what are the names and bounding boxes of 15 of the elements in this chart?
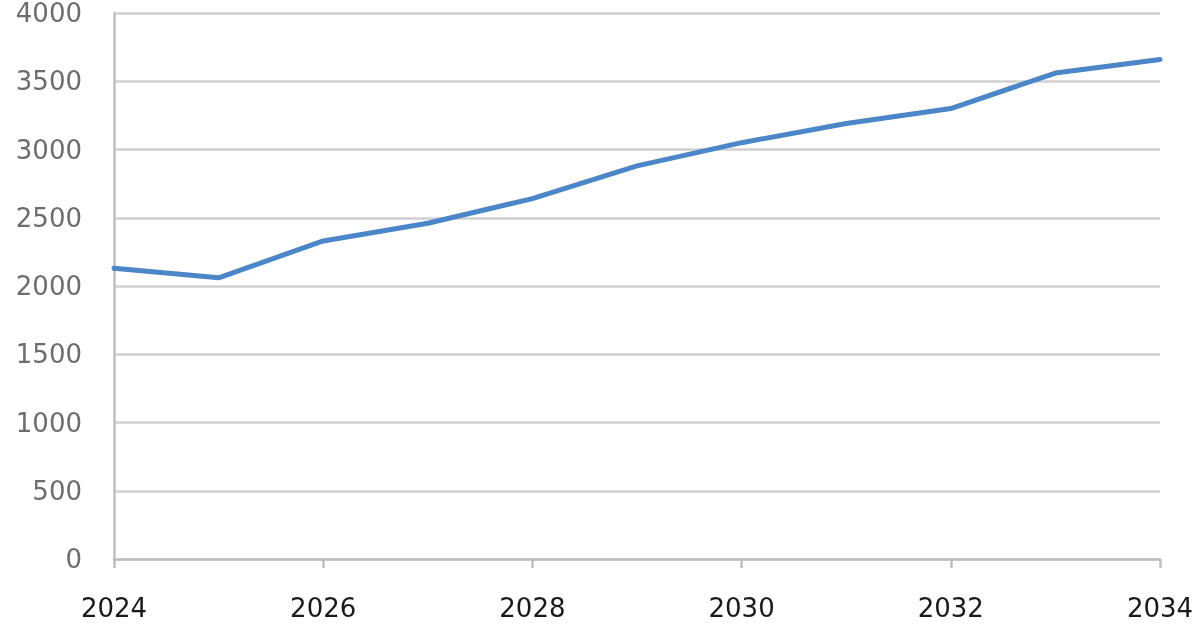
x-tick-label: 2026 (290, 593, 357, 623)
y-tick-label: 500 (32, 475, 82, 506)
y-tick-label: 3000 (15, 134, 82, 165)
y-tick-label: 4000 (15, 0, 82, 28)
y-tick-label: 1500 (15, 339, 82, 370)
x-tick-label: 2024 (80, 593, 148, 623)
x-tick-label: 2028 (499, 593, 566, 623)
y-tick-label: 3500 (15, 66, 82, 97)
y-tick-label: 0 (65, 544, 82, 574)
x-tick-label: 2032 (917, 593, 984, 623)
y-tick-label: 2500 (15, 202, 82, 233)
x-tick-label: 2030 (708, 593, 775, 623)
y-tick-label: 1000 (15, 407, 82, 438)
y-tick-label: 2000 (15, 271, 82, 301)
x-tick-label: 2034 (1126, 593, 1194, 623)
